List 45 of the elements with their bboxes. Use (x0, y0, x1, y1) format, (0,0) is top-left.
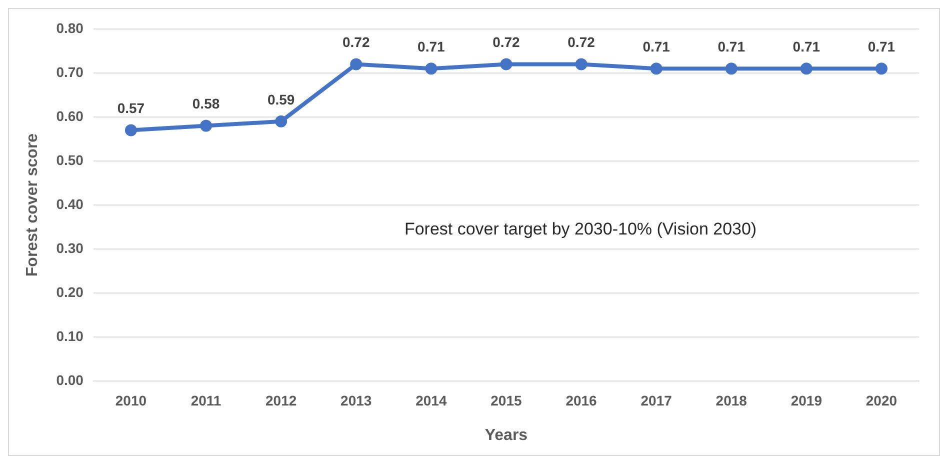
data-label: 0.71 (792, 38, 820, 54)
x-tick-label: 2013 (340, 392, 372, 408)
x-tick-label: 2017 (640, 392, 672, 408)
point (200, 120, 212, 132)
data-label: 0.72 (342, 34, 370, 50)
x-axis-title: Years (484, 426, 528, 444)
y-tick-label: 0.20 (56, 284, 84, 300)
point (725, 62, 738, 75)
y-tick-label: 0.50 (56, 152, 84, 168)
y-tick-label: 0.70 (56, 64, 84, 80)
y-tick-label: 0.30 (56, 240, 84, 256)
x-tick-label: 2018 (716, 392, 748, 408)
point (800, 62, 812, 75)
data-label: 0.71 (642, 38, 670, 54)
point (124, 124, 137, 136)
x-tick-label: 2011 (190, 392, 222, 408)
point (575, 58, 588, 70)
point (275, 115, 288, 128)
data-label: 0.71 (868, 38, 896, 54)
x-tick-label: 2020 (866, 392, 898, 408)
y-tick-label: 0.10 (56, 328, 84, 344)
point (350, 58, 362, 70)
y-axis-title: Forest cover score (24, 133, 42, 277)
x-tick-label: 2015 (490, 392, 522, 408)
point (875, 62, 888, 75)
data-label: 0.57 (117, 100, 145, 116)
annotation: Forest cover target by 2030-10% (Vision 2030) (404, 219, 757, 238)
y-tick-label: 0.40 (56, 196, 84, 212)
point (650, 62, 662, 75)
data-label: 0.72 (492, 34, 520, 50)
data-label: 0.58 (192, 96, 220, 112)
y-tick-label: 0.00 (56, 372, 84, 388)
data-label: 0.72 (568, 34, 596, 50)
data-label: 0.71 (418, 38, 446, 54)
y-tick-label: 0.60 (56, 108, 84, 124)
point (425, 62, 438, 75)
data-label: 0.59 (267, 91, 295, 108)
data-label: 0.71 (718, 38, 746, 54)
x-tick-label: 2014 (416, 392, 447, 408)
x-tick-label: 2016 (566, 392, 598, 408)
x-tick-label: 2012 (265, 392, 297, 408)
x-tick-label: 2010 (115, 392, 147, 408)
y-tick-label: 0.80 (56, 20, 84, 36)
point (500, 58, 512, 70)
x-tick-label: 2019 (790, 392, 822, 408)
